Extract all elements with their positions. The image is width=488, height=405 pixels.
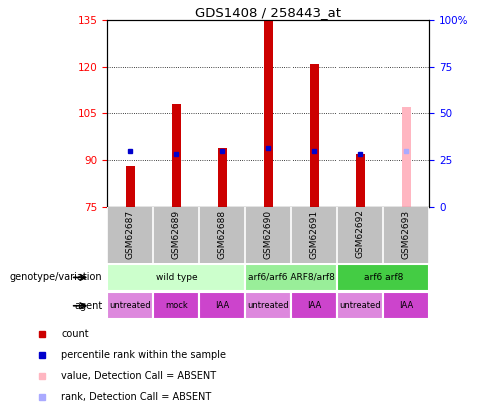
Bar	[172, 104, 181, 207]
Bar	[153, 292, 200, 320]
Bar	[356, 154, 365, 207]
Bar	[107, 292, 153, 320]
Bar	[402, 107, 410, 207]
Text: untreated: untreated	[247, 301, 289, 310]
Bar	[337, 292, 384, 320]
Bar	[126, 166, 135, 207]
Text: GSM62692: GSM62692	[356, 209, 365, 258]
Bar	[200, 292, 245, 320]
Bar	[107, 264, 245, 291]
Text: arf6 arf8: arf6 arf8	[364, 273, 403, 282]
Text: mock: mock	[165, 301, 188, 310]
Bar	[245, 292, 291, 320]
Bar	[291, 292, 337, 320]
Text: untreated: untreated	[340, 301, 381, 310]
Text: GSM62687: GSM62687	[126, 209, 135, 258]
Bar	[384, 292, 429, 320]
Text: GSM62691: GSM62691	[310, 209, 319, 258]
Text: GSM62688: GSM62688	[218, 209, 227, 258]
Bar	[310, 64, 319, 207]
Text: value, Detection Call = ABSENT: value, Detection Call = ABSENT	[61, 371, 217, 381]
Text: percentile rank within the sample: percentile rank within the sample	[61, 350, 226, 360]
Bar	[245, 264, 337, 291]
Text: GSM62689: GSM62689	[172, 209, 181, 258]
Text: IAA: IAA	[215, 301, 229, 310]
Text: GSM62690: GSM62690	[264, 209, 273, 258]
Bar	[264, 20, 272, 207]
Title: GDS1408 / 258443_at: GDS1408 / 258443_at	[195, 6, 342, 19]
Text: arf6/arf6 ARF8/arf8: arf6/arf6 ARF8/arf8	[248, 273, 335, 282]
Text: count: count	[61, 329, 89, 339]
Text: agent: agent	[74, 301, 102, 311]
Text: IAA: IAA	[399, 301, 413, 310]
Text: IAA: IAA	[307, 301, 322, 310]
Text: rank, Detection Call = ABSENT: rank, Detection Call = ABSENT	[61, 392, 212, 402]
Bar	[337, 264, 429, 291]
Text: untreated: untreated	[109, 301, 151, 310]
Text: wild type: wild type	[156, 273, 197, 282]
Text: GSM62693: GSM62693	[402, 209, 411, 258]
Text: genotype/variation: genotype/variation	[10, 273, 102, 282]
Bar	[218, 147, 226, 207]
